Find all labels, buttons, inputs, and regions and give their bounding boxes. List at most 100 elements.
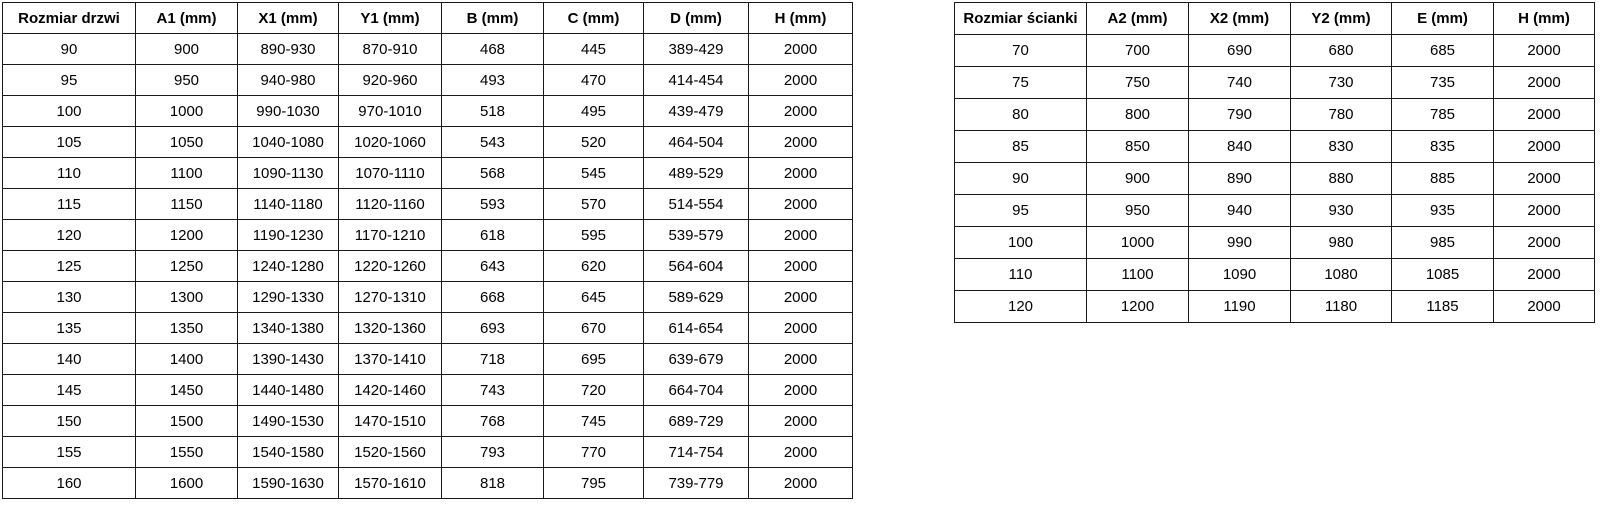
table-cell: 1590-1630: [237, 467, 339, 499]
table-cell: 1100: [1086, 258, 1189, 291]
door-table-header-row: Rozmiar drzwi A1 (mm) X1 (mm) Y1 (mm) B (mm)…: [2, 2, 853, 34]
table-cell: 795: [543, 467, 644, 499]
table-row: 70 700 690 680 685 2000: [954, 34, 1595, 67]
table-row: 160 1600 1590-1630 1570-1610 818 795 739-779 20…: [2, 467, 853, 499]
table-cell: 2000: [748, 281, 853, 313]
table-cell: 1250: [135, 250, 238, 282]
table-cell: 1100: [135, 157, 238, 189]
table-cell: 1120-1160: [338, 188, 442, 220]
table-cell: 120: [2, 219, 136, 251]
table-cell: 1185: [1391, 290, 1494, 323]
table-cell: 100: [2, 95, 136, 127]
table-cell: 514-554: [643, 188, 749, 220]
table-cell: 990-1030: [237, 95, 339, 127]
table-cell: 160: [2, 467, 136, 499]
table-cell: 130: [2, 281, 136, 313]
table-row: 100 1000 990-1030 970-1010 518 495 439-479 2000: [2, 95, 853, 127]
table-row: 90 900 890-930 870-910 468 445 389-429 2000: [2, 33, 853, 65]
table-cell: 2000: [1493, 162, 1595, 195]
table-cell: 695: [543, 343, 644, 375]
table-cell: 1490-1530: [237, 405, 339, 437]
table-cell: 890-930: [237, 33, 339, 65]
table-cell: 2000: [748, 126, 853, 158]
table-cell: 1570-1610: [338, 467, 442, 499]
table-row: 90 900 890 880 885 2000: [954, 162, 1595, 195]
table-cell: 568: [441, 157, 544, 189]
table-row: 80 800 790 780 785 2000: [954, 98, 1595, 131]
table-cell: 464-504: [643, 126, 749, 158]
table-cell: 614-654: [643, 312, 749, 344]
table-cell: 468: [441, 33, 544, 65]
table-cell: 618: [441, 219, 544, 251]
table-cell: 793: [441, 436, 544, 468]
table-row: 115 1150 1140-1180 1120-1160 593 570 514-554 20…: [2, 188, 853, 220]
table-cell: 690: [1188, 34, 1291, 67]
table-cell: 1470-1510: [338, 405, 442, 437]
table-cell: 900: [135, 33, 238, 65]
table-row: 135 1350 1340-1380 1320-1360 693 670 614-654 20…: [2, 312, 853, 344]
table-cell: 1300: [135, 281, 238, 313]
table-row: 105 1050 1040-1080 1020-1060 543 520 464-504 20…: [2, 126, 853, 158]
table-cell: 1240-1280: [237, 250, 339, 282]
table-cell: 970-1010: [338, 95, 442, 127]
table-cell: 595: [543, 219, 644, 251]
table-cell: 620: [543, 250, 644, 282]
table-cell: 80: [954, 98, 1087, 131]
table-cell: 714-754: [643, 436, 749, 468]
table-cell: 780: [1290, 98, 1392, 131]
table-cell: 664-704: [643, 374, 749, 406]
table-cell: 800: [1086, 98, 1189, 131]
table-row: 95 950 940-980 920-960 493 470 414-454 2000: [2, 64, 853, 96]
table-cell: 389-429: [643, 33, 749, 65]
table-cell: 439-479: [643, 95, 749, 127]
table-cell: 1070-1110: [338, 157, 442, 189]
table-row: 145 1450 1440-1480 1420-1460 743 720 664-704 20…: [2, 374, 853, 406]
table-cell: 518: [441, 95, 544, 127]
table-cell: 2000: [748, 374, 853, 406]
table-cell: 489-529: [643, 157, 749, 189]
table-cell: 980: [1290, 226, 1392, 259]
table-cell: 1140-1180: [237, 188, 339, 220]
table-row: 85 850 840 830 835 2000: [954, 130, 1595, 163]
table-cell: 1200: [1086, 290, 1189, 323]
table-cell: 1040-1080: [237, 126, 339, 158]
table-cell: 790: [1188, 98, 1291, 131]
table-cell: 785: [1391, 98, 1494, 131]
table-cell: 95: [954, 194, 1087, 227]
table-cell: 1190: [1188, 290, 1291, 323]
table-cell: 739-779: [643, 467, 749, 499]
table-cell: 750: [1086, 66, 1189, 99]
table-cell: 735: [1391, 66, 1494, 99]
table-cell: 2000: [748, 405, 853, 437]
column-header: Rozmiar ścianki: [954, 2, 1087, 35]
table-cell: 2000: [748, 436, 853, 468]
table-cell: 1440-1480: [237, 374, 339, 406]
table-cell: 520: [543, 126, 644, 158]
column-header: B (mm): [441, 2, 544, 34]
table-cell: 880: [1290, 162, 1392, 195]
table-cell: 985: [1391, 226, 1494, 259]
table-cell: 110: [954, 258, 1087, 291]
column-header: A1 (mm): [135, 2, 238, 34]
table-cell: 935: [1391, 194, 1494, 227]
table-row: 120 1200 1190-1230 1170-1210 618 595 539-579 20…: [2, 219, 853, 251]
table-cell: 593: [441, 188, 544, 220]
table-cell: 545: [543, 157, 644, 189]
table-cell: 2000: [1493, 194, 1595, 227]
table-cell: 1290-1330: [237, 281, 339, 313]
table-cell: 770: [543, 436, 644, 468]
table-cell: 700: [1086, 34, 1189, 67]
table-row: 140 1400 1390-1430 1370-1410 718 695 639-679 20…: [2, 343, 853, 375]
table-cell: 643: [441, 250, 544, 282]
table-cell: 539-579: [643, 219, 749, 251]
table-cell: 115: [2, 188, 136, 220]
table-cell: 2000: [748, 343, 853, 375]
table-cell: 1600: [135, 467, 238, 499]
column-header: Y1 (mm): [338, 2, 442, 34]
door-size-table: Rozmiar drzwi A1 (mm) X1 (mm) Y1 (mm) B (mm)…: [2, 2, 853, 499]
table-cell: 730: [1290, 66, 1392, 99]
table-cell: 2000: [748, 95, 853, 127]
table-cell: 1190-1230: [237, 219, 339, 251]
table-cell: 110: [2, 157, 136, 189]
table-cell: 745: [543, 405, 644, 437]
